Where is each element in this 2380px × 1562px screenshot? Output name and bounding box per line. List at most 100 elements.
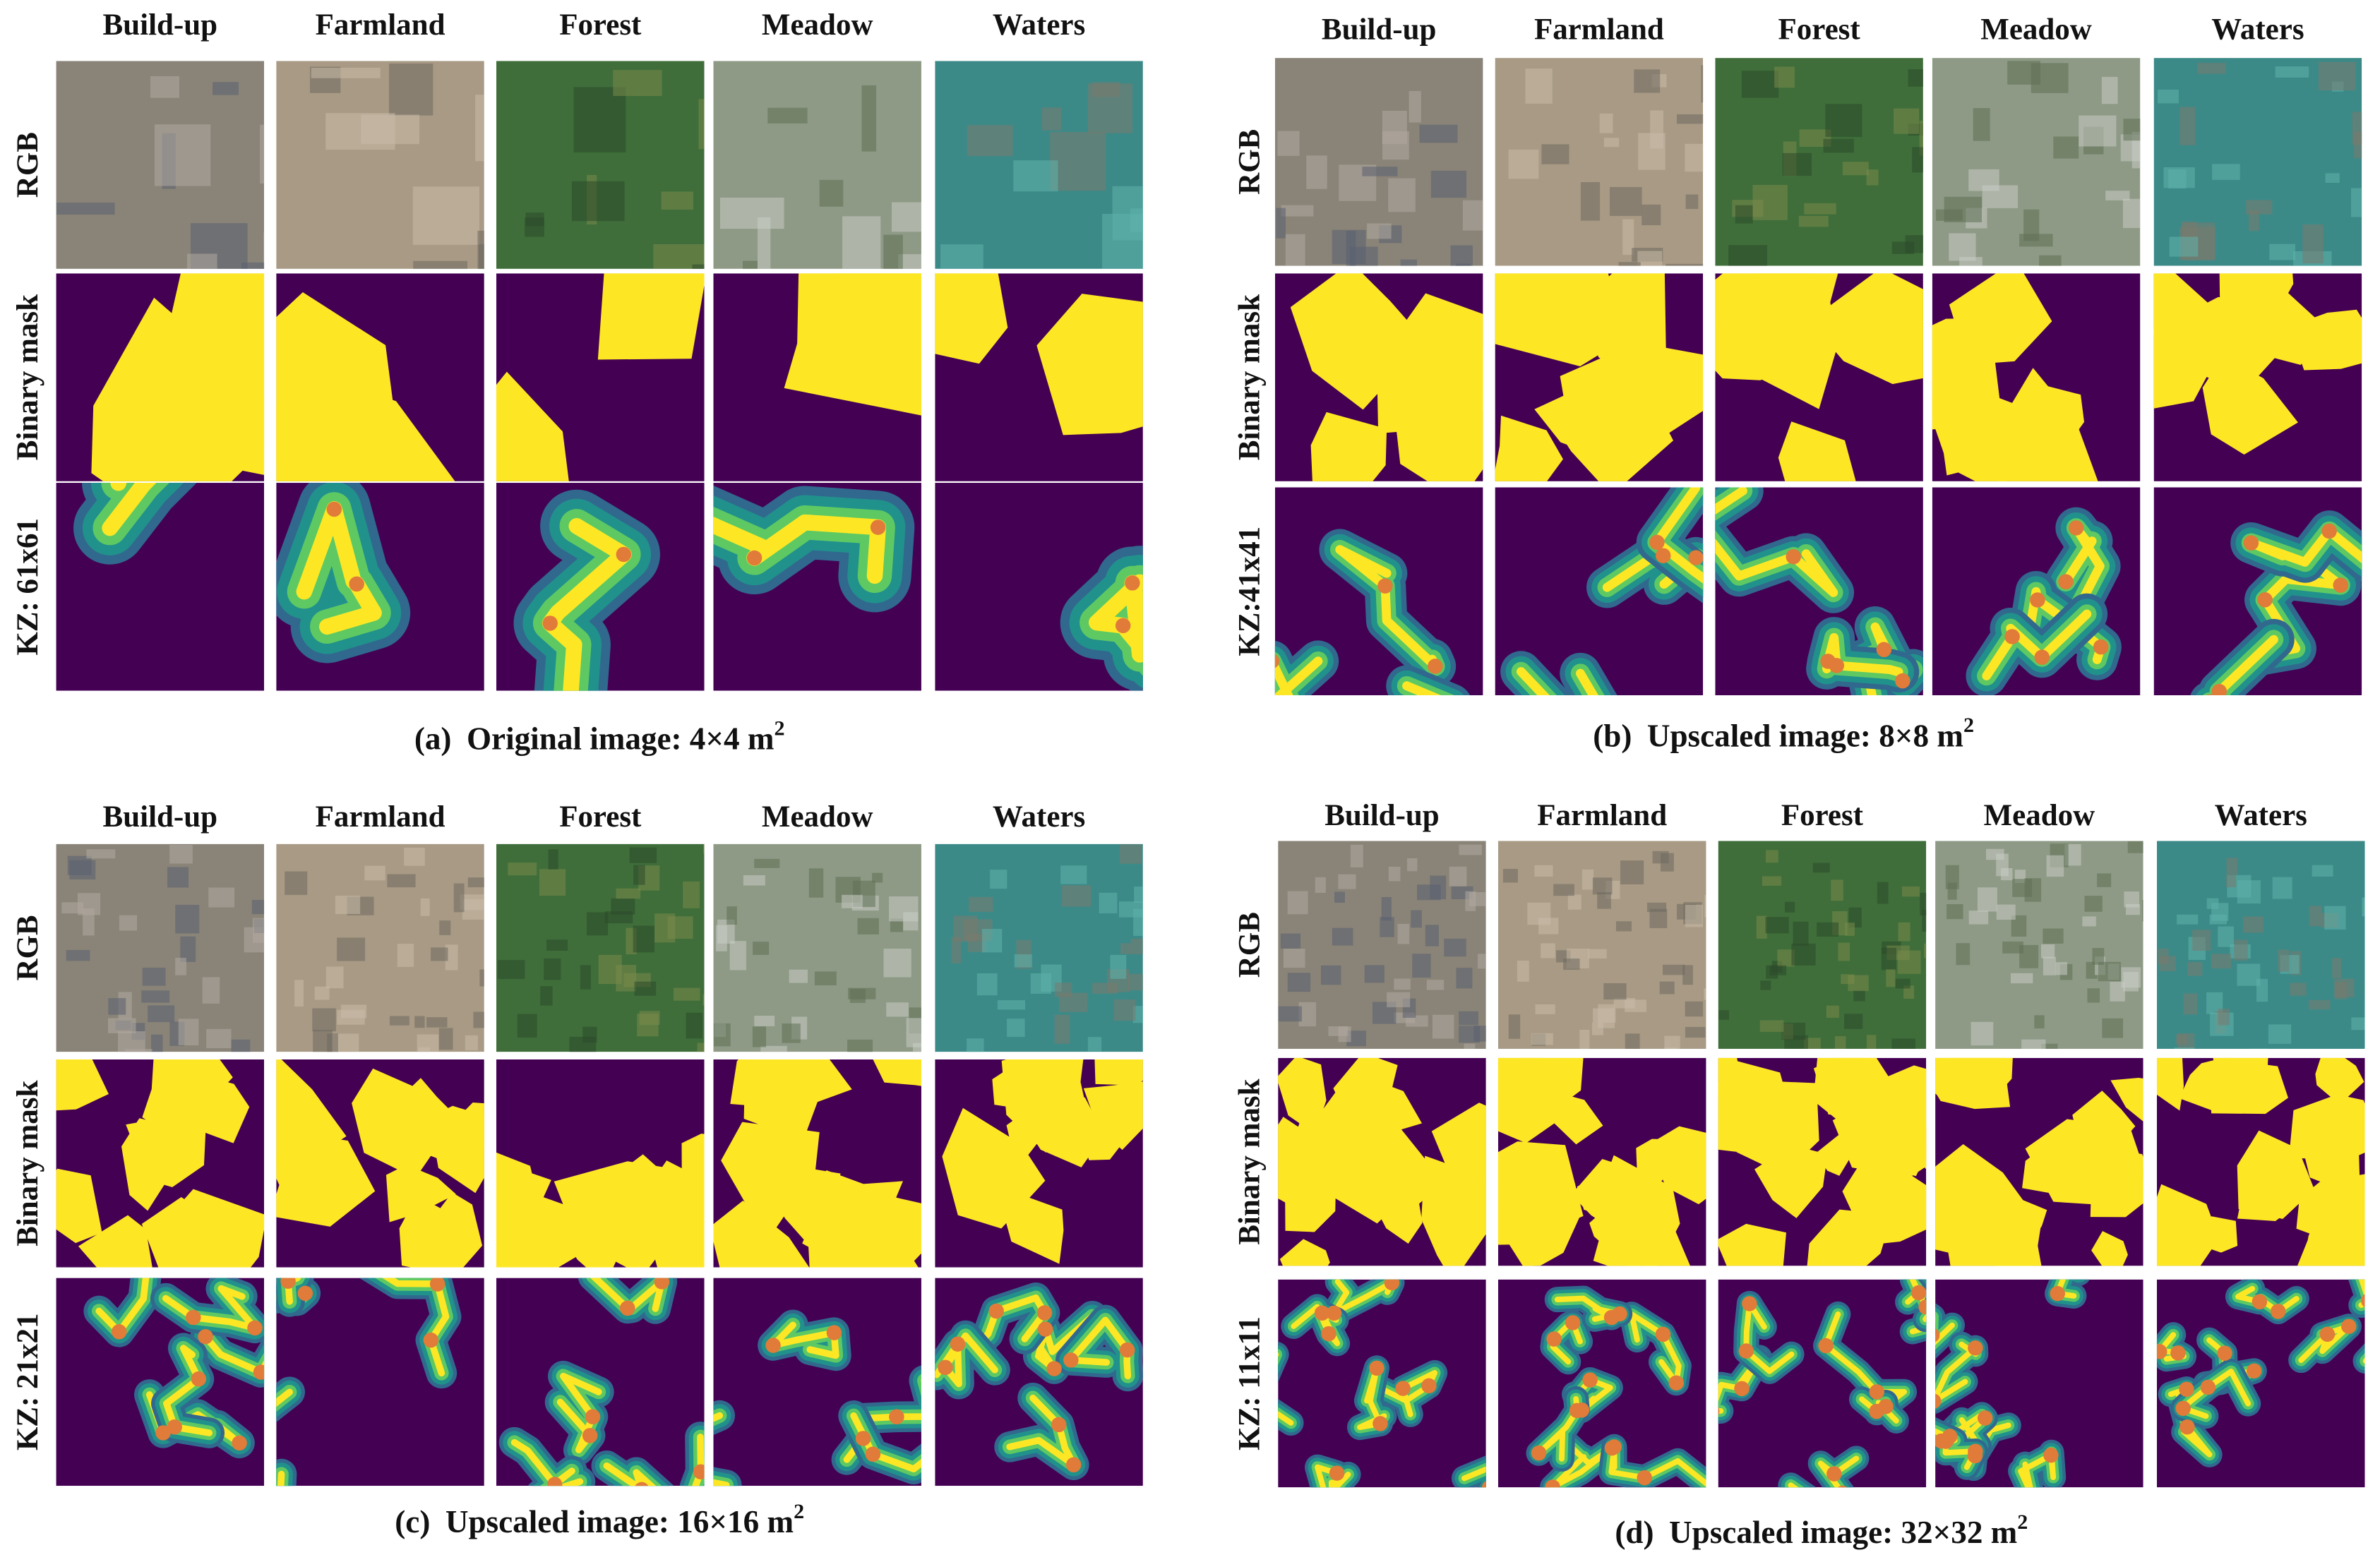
rgb-texture — [364, 865, 385, 881]
rgb-texture — [611, 898, 635, 915]
rgb-texture — [141, 990, 170, 1003]
sample-point — [326, 501, 342, 517]
rgb-texture — [1382, 131, 1409, 160]
tile — [935, 1278, 1143, 1486]
rgb-texture — [389, 64, 433, 116]
rgb-texture — [2158, 90, 2179, 104]
rgb-texture — [753, 942, 770, 955]
rgb-texture — [686, 1012, 703, 1039]
rgb-texture — [1287, 973, 1311, 992]
rgb-texture — [546, 939, 568, 951]
tile — [1495, 487, 1704, 696]
rgb-texture — [477, 230, 484, 269]
sample-point — [1582, 1372, 1598, 1388]
rgb-texture — [1432, 1014, 1454, 1039]
rgb-texture — [1664, 1035, 1680, 1049]
rgb-texture — [637, 1014, 659, 1037]
sample-point — [1606, 1439, 1622, 1455]
binary-mask-region — [713, 1200, 810, 1268]
caption-text: Upscaled image: 16×16 m — [445, 1504, 794, 1539]
sample-point — [1637, 1470, 1653, 1486]
tile — [56, 273, 265, 481]
rgb-texture — [1919, 121, 1923, 156]
rgb-texture — [1425, 925, 1439, 947]
rgb-texture — [1866, 169, 1879, 186]
binary-mask-region — [352, 1068, 445, 1179]
binary-mask-region — [1431, 1103, 1486, 1182]
tile — [276, 1278, 484, 1486]
rgb-texture — [1388, 178, 1416, 212]
binary-mask-region — [433, 1103, 484, 1194]
rgb-texture — [475, 95, 484, 162]
rgb-texture — [1685, 904, 1703, 927]
caption-text: Upscaled image: 8×8 m — [1647, 719, 1963, 754]
rgb-texture — [69, 860, 96, 879]
sample-point — [1688, 550, 1704, 565]
rgb-texture — [413, 260, 468, 269]
sample-point — [1738, 1343, 1754, 1359]
sample-point — [2246, 1363, 2262, 1379]
rgb-texture — [1350, 844, 1363, 867]
row-label: KZ: 21x21 — [11, 1314, 44, 1451]
sample-point — [1314, 1305, 1330, 1321]
rgb-texture — [1464, 1043, 1476, 1049]
rgb-texture — [1130, 939, 1143, 955]
rgb-image — [935, 843, 1143, 1052]
caption-label: (d) — [1615, 1515, 1654, 1550]
rgb-texture — [1412, 954, 1431, 978]
rgb-texture — [1102, 214, 1143, 269]
column-header: Forest — [1778, 13, 1861, 46]
tile — [713, 1278, 921, 1486]
binary-mask-region — [2110, 1078, 2143, 1122]
rgb-texture — [1087, 83, 1133, 133]
rgb-texture — [782, 1023, 801, 1043]
rgb-texture — [587, 912, 609, 936]
sample-point — [2156, 1344, 2167, 1359]
sample-point — [616, 546, 632, 563]
rgb-texture — [1598, 1004, 1615, 1028]
rgb-texture — [1013, 160, 1058, 192]
rgb-texture — [1334, 891, 1345, 903]
rgb-texture — [539, 869, 566, 896]
tile — [2156, 1057, 2365, 1266]
binary-mask-region — [2289, 1094, 2365, 1162]
tile — [935, 483, 1143, 691]
rgb-texture — [892, 202, 921, 232]
rgb-texture — [726, 906, 737, 925]
rgb-texture — [1381, 896, 1392, 921]
rgb-texture — [814, 971, 837, 986]
tile — [1935, 1057, 2143, 1266]
sample-point — [2217, 1345, 2232, 1361]
tile — [496, 843, 705, 1052]
rgb-texture — [1947, 882, 1957, 900]
rgb-texture — [241, 262, 265, 269]
binary-mask-region — [420, 1192, 483, 1268]
tile — [2153, 487, 2362, 696]
sample-point — [2068, 520, 2084, 536]
binary-mask-region — [276, 1059, 347, 1167]
tile — [713, 61, 921, 269]
rgb-image — [713, 61, 921, 269]
rgb-texture — [263, 232, 265, 269]
caption-text: Original image: 4×4 m — [467, 721, 775, 757]
rgb-texture — [431, 947, 448, 961]
sample-point — [1444, 697, 1459, 711]
row-label: RGB — [11, 132, 44, 198]
binary-mask-region — [78, 1215, 153, 1268]
tile — [56, 483, 265, 691]
tile — [2153, 58, 2362, 266]
rgb-texture — [2082, 916, 2096, 927]
rgb-texture — [1834, 1036, 1846, 1049]
tile — [935, 61, 1143, 269]
rgb-texture — [1400, 259, 1418, 266]
rgb-texture — [1430, 875, 1447, 900]
rgb-texture — [1127, 973, 1143, 991]
rgb-texture — [2334, 982, 2348, 999]
rgb-texture — [1281, 205, 1314, 217]
rgb-texture — [1784, 901, 1795, 913]
kernel-density-band — [1088, 574, 1143, 663]
sample-point — [2257, 592, 2273, 608]
rgb-texture — [1346, 1031, 1366, 1047]
rgb-texture — [61, 902, 84, 914]
tile — [276, 1059, 484, 1268]
